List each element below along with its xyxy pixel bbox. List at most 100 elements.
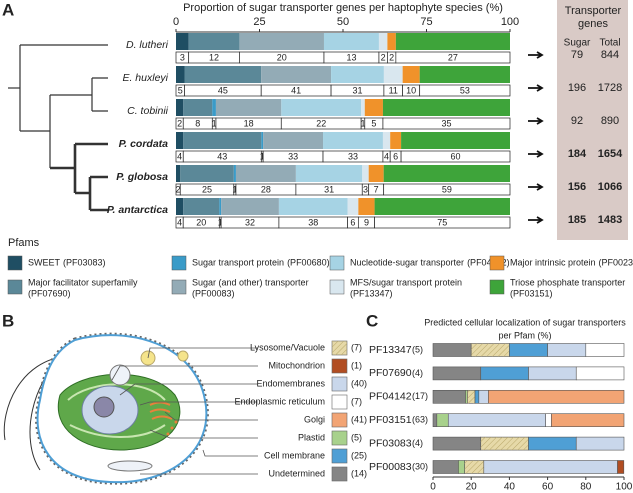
legend-swatch — [171, 255, 187, 271]
legend-swatch — [7, 255, 23, 271]
x-tick-label: 40 — [504, 482, 516, 493]
legend-pfam: (PF03083) — [63, 257, 106, 267]
bar-hatch — [471, 343, 510, 357]
sugar-total: 156 — [568, 181, 586, 193]
x-tick-label: 100 — [501, 16, 519, 28]
count-label: 53 — [460, 85, 470, 95]
legend-label: Cell membrane — [264, 450, 325, 460]
legend-swatch — [329, 255, 345, 271]
gene-total: 1728 — [598, 82, 622, 94]
bar-segment — [176, 165, 181, 182]
bar-segment — [233, 165, 236, 182]
arrow — [528, 216, 544, 224]
legend-pfam: (PF00680) — [287, 257, 330, 267]
x-tick-label: 80 — [580, 482, 592, 493]
count-label: 33 — [348, 151, 358, 161]
count-label: 2 — [177, 118, 182, 128]
bar-segment — [180, 165, 234, 182]
bar-segment — [183, 99, 213, 116]
bar-segment — [219, 198, 222, 215]
bar-segment — [432, 413, 438, 428]
count-label: 41 — [291, 85, 301, 95]
count-box — [395, 51, 511, 64]
bar-segment — [295, 165, 363, 182]
category-label: PF13347 — [369, 344, 412, 356]
count-box — [400, 150, 511, 163]
bar-segment — [395, 33, 510, 50]
species-label: P. antarctica — [107, 204, 168, 216]
count-label: 4 — [384, 151, 389, 161]
bar-segment — [382, 132, 391, 149]
count-label: 18 — [244, 118, 254, 128]
bar-segment — [331, 66, 384, 83]
bar-segment — [551, 413, 625, 428]
bar-segment — [617, 460, 625, 474]
bar-segment — [419, 66, 510, 83]
arrow — [528, 84, 544, 92]
count-label: 27 — [448, 52, 458, 62]
bar-segment — [432, 343, 472, 357]
count-label: 8 — [195, 118, 200, 128]
bar-segment — [176, 198, 184, 215]
legend-swatch — [331, 430, 348, 446]
bar-segment — [323, 33, 379, 50]
legend-pfam: (PF04142) — [467, 257, 510, 267]
panel-label: A — [2, 0, 14, 19]
bar-segment — [261, 132, 264, 149]
count-label: 1 — [218, 217, 223, 227]
sugar-total: 92 — [571, 115, 583, 127]
totals-column: Sugar — [564, 38, 591, 49]
legend-count: (7) — [351, 342, 362, 352]
gene-total: 1483 — [598, 214, 622, 226]
bar-segment — [374, 198, 510, 215]
category-count: (5) — [412, 344, 423, 354]
arrow — [528, 183, 544, 191]
count-label: 4 — [177, 217, 182, 227]
count-label: 60 — [451, 151, 461, 161]
legend-label: MFS/sugar transport protein — [350, 277, 462, 287]
legend-swatch — [7, 279, 23, 295]
count-label: 31 — [324, 184, 334, 194]
legend-label: Endoplasmic reticulum — [234, 396, 325, 406]
bar-segment — [432, 366, 482, 381]
bar-segment — [401, 132, 510, 149]
bar-segment — [176, 33, 189, 50]
bar-segment — [263, 132, 324, 149]
legend-swatch — [331, 466, 348, 482]
panel-label: B — [2, 311, 14, 330]
count-label: 5 — [371, 118, 376, 128]
legend-label: Undetermined — [268, 468, 325, 478]
legend-label: Mitochondrion — [268, 360, 325, 370]
category-count: (4) — [412, 368, 423, 378]
panel-label: C — [366, 311, 378, 330]
x-tick-label: 0 — [430, 482, 436, 493]
gene-total: 844 — [601, 49, 619, 61]
bar-segment — [528, 436, 577, 451]
bar-segment — [547, 343, 587, 357]
legend-count: (5) — [351, 432, 362, 442]
category-label: PF03151 — [369, 414, 412, 426]
bar-segment — [447, 413, 546, 428]
legend-count: (7) — [351, 396, 362, 406]
count-label: 2 — [381, 52, 386, 62]
count-label: 9 — [364, 217, 369, 227]
count-label: 32 — [245, 217, 255, 227]
legend-pfam: (PF03151) — [510, 288, 553, 298]
bar-segment — [188, 33, 240, 50]
bar-segment — [432, 460, 459, 474]
arrow — [528, 51, 544, 59]
bar-segment — [183, 132, 262, 149]
bar-segment — [368, 165, 384, 182]
bar-segment — [347, 198, 359, 215]
count-label: 25 — [202, 184, 212, 194]
legend-swatch — [331, 448, 348, 464]
count-label: 10 — [406, 85, 416, 95]
bar-segment — [585, 343, 625, 357]
legend-label: SWEET — [28, 257, 61, 267]
bar-segment — [458, 460, 466, 474]
category-label: PF03083 — [369, 437, 412, 449]
bar-segment — [361, 99, 365, 116]
bar-segment — [488, 389, 625, 404]
bar-segment — [183, 198, 220, 215]
bar-segment — [390, 132, 402, 149]
